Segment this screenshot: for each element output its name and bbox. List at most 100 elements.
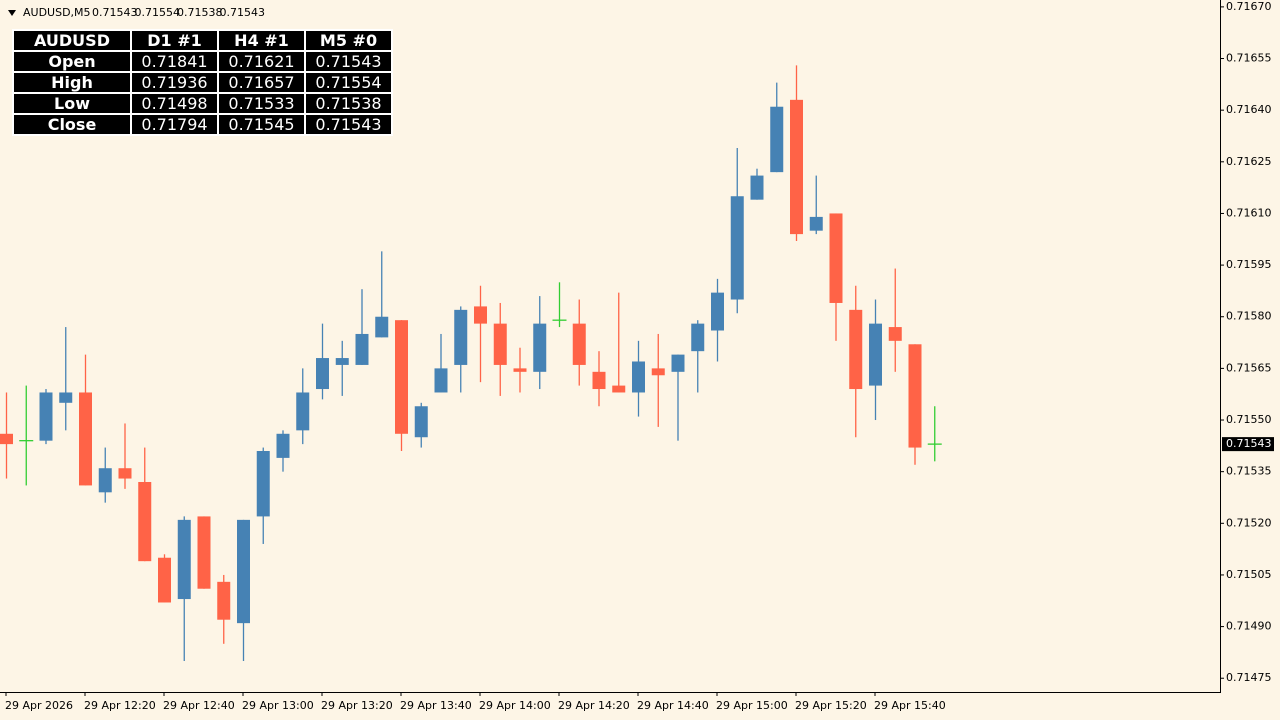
- x-tick-label: 29 Apr 15:20: [795, 699, 867, 712]
- y-tick-label: 0.71640: [1226, 103, 1272, 116]
- last-price-box: [1222, 437, 1274, 452]
- candle-body: [869, 323, 882, 386]
- candle-body: [237, 519, 250, 624]
- candle-body: [829, 213, 843, 303]
- candle-body: [395, 320, 408, 434]
- candle-body: [118, 468, 132, 479]
- y-tick-label: 0.71505: [1226, 568, 1272, 581]
- table-cell: 0.71538: [304, 92, 393, 115]
- candle-body: [533, 323, 547, 372]
- y-tick-label: 0.71490: [1226, 620, 1272, 633]
- candle-body: [790, 99, 803, 235]
- x-tick-label: 29 Apr 13:40: [400, 699, 472, 712]
- candle-body: [39, 392, 53, 441]
- candle-body: [0, 433, 13, 445]
- table-cell: 0.71498: [130, 92, 219, 115]
- candle-body: [612, 385, 626, 393]
- candle-body: [572, 323, 586, 365]
- last-price-label: 0.71543: [1226, 437, 1272, 450]
- y-tick-label: 0.71670: [1226, 0, 1272, 13]
- table-header-cell: High: [12, 71, 132, 94]
- candle-body: [474, 306, 487, 324]
- table-row: Open 0.71841 0.71621 0.71543: [12, 50, 393, 73]
- y-tick-label: 0.71655: [1226, 52, 1272, 65]
- table-row: Low 0.71498 0.71533 0.71538: [12, 92, 393, 115]
- candle-body: [217, 581, 231, 620]
- candle-body: [316, 358, 329, 390]
- candle-body: [493, 323, 507, 365]
- x-tick-label: 29 Apr 15:40: [874, 699, 946, 712]
- candle-body: [513, 368, 527, 372]
- candle-body: [592, 371, 606, 390]
- candle-body: [276, 433, 290, 458]
- candle-body: [454, 309, 468, 365]
- candle-body: [434, 368, 448, 393]
- header-value: 0.71543: [92, 6, 138, 19]
- candle-body: [375, 316, 389, 338]
- table-header-cell: AUDUSD: [12, 29, 132, 52]
- table-cell: 0.71794: [130, 113, 219, 136]
- table-cell: 0.71543: [304, 113, 393, 136]
- ohlc-table: AUDUSD D1 #1 H4 #1 M5 #0 Open 0.71841 0.71621 0…: [12, 29, 393, 136]
- table-cell: 0.71533: [217, 92, 306, 115]
- candle-body: [750, 175, 764, 200]
- header-value: 0.71554: [135, 6, 181, 19]
- candle-body: [79, 392, 92, 486]
- candle-body: [632, 361, 645, 393]
- table-cell: 0.71543: [304, 50, 393, 73]
- candle-body: [355, 333, 369, 365]
- candle-body: [59, 392, 73, 403]
- table-row: High 0.71936 0.71657 0.71554: [12, 71, 393, 94]
- menu-arrow[interactable]: [8, 10, 16, 16]
- x-tick-label: 29 Apr 14:40: [637, 699, 709, 712]
- y-tick-label: 0.71625: [1226, 155, 1272, 168]
- table-cell: 0.71657: [217, 71, 306, 94]
- y-tick-label: 0.71580: [1226, 310, 1272, 323]
- candle-body: [711, 292, 724, 331]
- y-tick-label: 0.71535: [1226, 465, 1272, 478]
- candle-body: [691, 323, 705, 352]
- candle-body: [888, 327, 902, 341]
- table-cell: 0.71545: [217, 113, 306, 136]
- x-tick-label: 29 Apr 2026: [5, 699, 73, 712]
- candle-body: [335, 358, 349, 365]
- x-tick-label: 29 Apr 13:00: [242, 699, 314, 712]
- candle-body: [730, 196, 744, 300]
- candle-body: [138, 481, 152, 562]
- candle-body: [671, 354, 685, 372]
- x-tick-label: 29 Apr 15:00: [716, 699, 788, 712]
- candle-body: [849, 309, 863, 390]
- candle-body: [414, 406, 428, 438]
- header-value: 0.71538: [177, 6, 223, 19]
- y-tick-label: 0.71565: [1226, 361, 1272, 374]
- table-cell: 0.71554: [304, 71, 393, 94]
- table-header-cell: Open: [12, 50, 132, 73]
- table-row: AUDUSD D1 #1 H4 #1 M5 #0: [12, 29, 393, 52]
- candle-body: [651, 368, 665, 376]
- header-value: 0.71543: [220, 6, 266, 19]
- table-cell: 0.71621: [217, 50, 306, 73]
- symbol: AUDUSD,M5: [23, 6, 91, 19]
- candle-body: [197, 516, 211, 589]
- x-tick-label: 29 Apr 12:20: [84, 699, 156, 712]
- table-cell: 0.71936: [130, 71, 219, 94]
- x-tick-label: 29 Apr 13:20: [321, 699, 393, 712]
- y-tick-label: 0.71475: [1226, 671, 1272, 684]
- x-tick-label: 29 Apr 14:20: [558, 699, 630, 712]
- y-tick-label: 0.71595: [1226, 258, 1272, 271]
- candle-body: [809, 216, 823, 231]
- y-tick-label: 0.71550: [1226, 413, 1272, 426]
- y-tick-label: 0.71610: [1226, 206, 1272, 219]
- x-tick-label: 29 Apr 12:40: [163, 699, 235, 712]
- table-row: Close 0.71794 0.71545 0.71543: [12, 113, 393, 136]
- candle-body: [908, 344, 922, 448]
- candle-body: [256, 451, 270, 517]
- table-cell: 0.71841: [130, 50, 219, 73]
- candle-body: [98, 468, 112, 493]
- candle-body: [177, 519, 191, 600]
- x-tick-label: 29 Apr 14:00: [479, 699, 551, 712]
- table-header-cell: Close: [12, 113, 132, 136]
- candle-body: [770, 106, 784, 173]
